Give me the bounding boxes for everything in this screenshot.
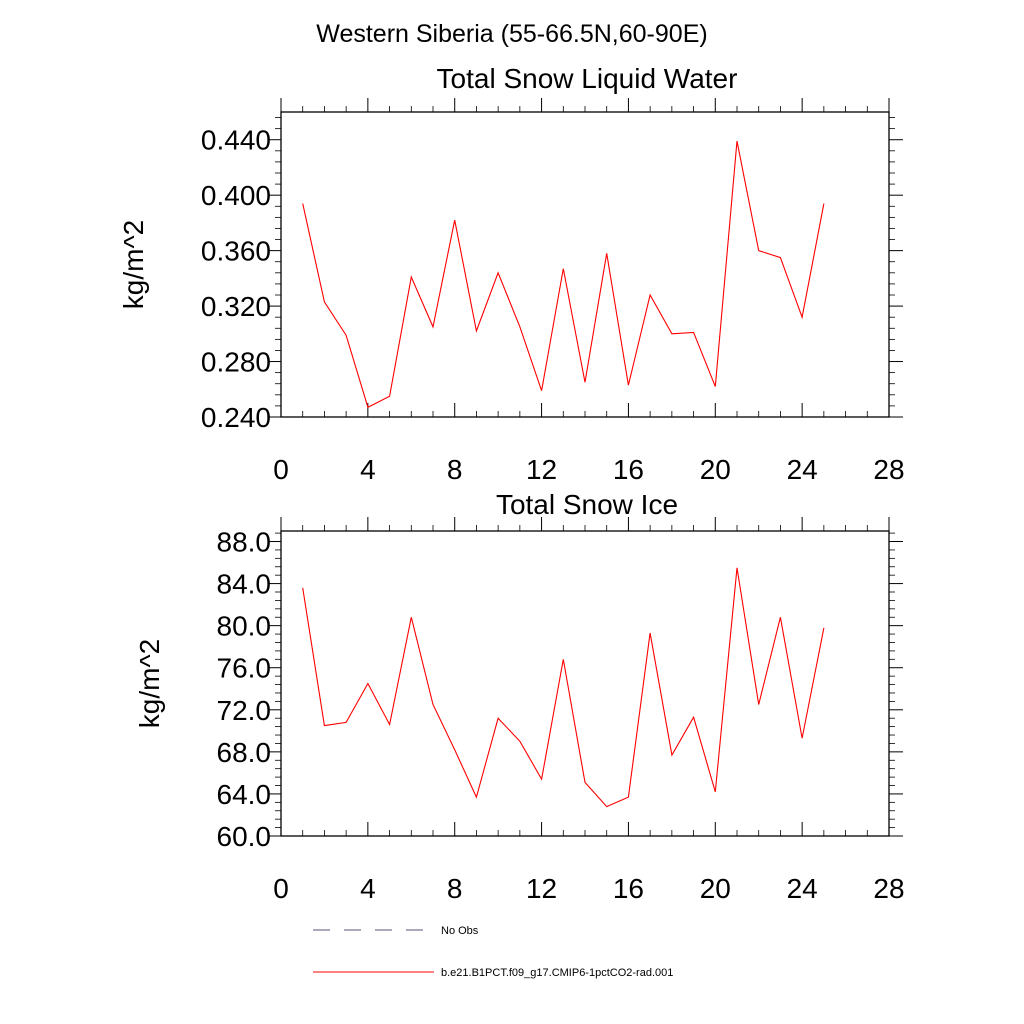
- y-tick-label: 0.240: [201, 402, 271, 433]
- figure-suptitle: Western Siberia (55-66.5N,60-90E): [316, 20, 707, 48]
- x-tick-label: 4: [360, 873, 376, 904]
- y-tick-label: 60.0: [217, 821, 272, 852]
- series-line: [302, 567, 825, 808]
- chart-title: Total Snow Ice: [496, 489, 678, 520]
- x-tick-label: 24: [787, 873, 818, 904]
- x-tick-label: 8: [447, 454, 463, 485]
- x-tick-label: 8: [447, 873, 463, 904]
- x-tick-label: 20: [700, 454, 731, 485]
- x-tick-label: 16: [613, 873, 644, 904]
- y-axis-label: kg/m^2: [118, 220, 149, 309]
- y-tick-label: 0.320: [201, 291, 271, 322]
- y-tick-label: 76.0: [217, 653, 272, 684]
- x-tick-label: 28: [873, 454, 904, 485]
- y-tick-label: 84.0: [217, 569, 272, 600]
- x-tick-label: 12: [526, 454, 557, 485]
- y-tick-label: 0.280: [201, 347, 271, 378]
- x-tick-label: 16: [613, 454, 644, 485]
- chart-title: Total Snow Liquid Water: [437, 63, 738, 94]
- y-tick-label: 72.0: [217, 695, 272, 726]
- y-tick-label: 88.0: [217, 527, 272, 558]
- y-axis-label: kg/m^2: [134, 639, 165, 728]
- y-tick-label: 80.0: [217, 611, 272, 642]
- x-tick-label: 0: [273, 873, 289, 904]
- legend-label-1: No Obs: [441, 925, 479, 937]
- x-tick-label: 12: [526, 873, 557, 904]
- x-tick-label: 24: [787, 454, 818, 485]
- plot-frame: [280, 530, 890, 837]
- x-tick-label: 20: [700, 873, 731, 904]
- legend-label-2: b.e21.B1PCT.f09_g17.CMIP6-1pctCO2-rad.00…: [441, 967, 673, 979]
- y-tick-label: 0.360: [201, 236, 271, 267]
- legend: No Obs b.e21.B1PCT.f09_g17.CMIP6-1pctCO2-…: [313, 925, 673, 979]
- x-tick-label: 28: [873, 873, 904, 904]
- chart-panel-2: Total Snow Ice kg/m^2 0 4 8 12 16 20 24 28 60.0 64.…: [134, 489, 905, 904]
- series-line: [302, 140, 825, 409]
- plot-frame: [280, 111, 890, 418]
- y-tick-label: 64.0: [217, 779, 272, 810]
- y-tick-label: 68.0: [217, 737, 272, 768]
- x-tick-label: 4: [360, 454, 376, 485]
- chart-panel-1: Total Snow Liquid Water kg/m^2 0 4 8 12 16 20 24…: [118, 63, 905, 485]
- y-tick-label: 0.440: [201, 125, 271, 156]
- y-tick-label: 0.400: [201, 180, 271, 211]
- x-tick-label: 0: [273, 454, 289, 485]
- chart-panels: Total Snow Liquid Water kg/m^2 0 4 8 12 16 20 24…: [118, 63, 905, 904]
